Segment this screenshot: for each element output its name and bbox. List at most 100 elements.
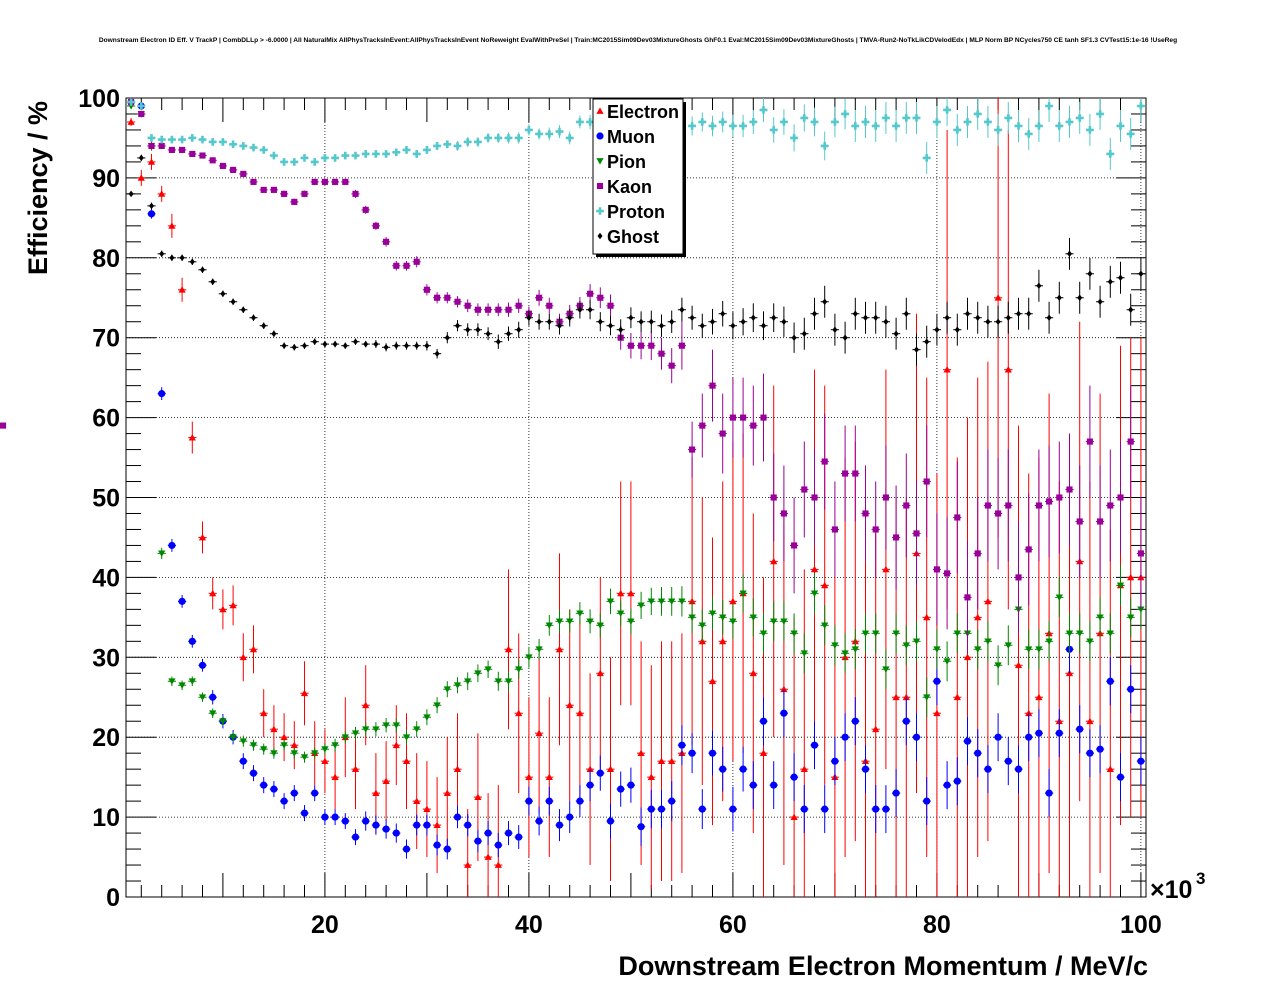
series-proton-point — [484, 133, 493, 143]
series-pion-marker — [1055, 594, 1063, 601]
series-proton — [127, 98, 1145, 174]
series-pion-marker — [239, 738, 247, 745]
series-kaon-point — [535, 289, 544, 306]
series-muon-point — [473, 829, 482, 853]
series-ghost-marker — [1066, 250, 1073, 258]
series-electron-marker — [770, 557, 778, 565]
series-ghost-marker — [944, 314, 950, 321]
y-tick-label: 60 — [92, 405, 120, 433]
series-proton-marker — [382, 150, 390, 158]
series-ghost-marker — [567, 314, 573, 321]
series-electron-marker — [433, 821, 441, 828]
series-ghost-marker — [771, 314, 777, 321]
series-muon-point — [463, 813, 472, 837]
series-ghost-marker — [720, 310, 726, 317]
series-electron-point — [647, 665, 656, 890]
series-electron-marker — [708, 677, 717, 685]
series-proton-marker — [290, 158, 299, 166]
series-kaon-marker — [342, 178, 349, 185]
series-pion-point — [535, 638, 544, 660]
series-ghost-point — [820, 285, 829, 318]
series-pion-point — [218, 716, 227, 727]
series-electron-marker — [1014, 661, 1023, 669]
series-ghost-marker — [607, 322, 614, 329]
y-tick-label: 20 — [92, 724, 120, 752]
series-pion-marker — [841, 650, 849, 657]
series-muon-marker — [963, 737, 972, 745]
y-tick-label: 70 — [92, 325, 120, 353]
series-proton-marker — [331, 154, 339, 162]
series-proton-marker — [1106, 150, 1115, 158]
series-pion-marker — [821, 622, 829, 629]
series-ghost-point — [1106, 265, 1115, 298]
series-pion-marker — [688, 614, 696, 621]
series-kaon-point — [514, 298, 523, 313]
series-kaon-marker — [791, 542, 798, 549]
series-proton-marker — [780, 118, 788, 126]
series-kaon-marker — [1127, 438, 1134, 445]
series-ghost-marker — [281, 342, 287, 349]
series-muon-marker — [321, 813, 329, 821]
y-tick-label: 50 — [92, 485, 120, 513]
series-ghost-point — [167, 254, 176, 262]
series-pion-point — [586, 609, 595, 634]
series-kaon-point — [1014, 521, 1023, 634]
series-electron-marker — [147, 158, 156, 165]
series-ghost-point — [596, 312, 605, 332]
series-proton-marker — [453, 142, 462, 150]
series-pion-point — [657, 586, 666, 616]
series-ghost-marker — [444, 334, 450, 341]
series-ghost-point — [779, 306, 788, 337]
series-electron-marker — [209, 589, 217, 597]
series-electron-marker — [749, 669, 757, 677]
series-pion-point — [361, 722, 370, 736]
series-electron-point — [881, 369, 890, 770]
series-ghost-point — [463, 323, 472, 337]
series-muon-point — [392, 823, 401, 843]
series-ghost-marker — [975, 314, 981, 321]
series-kaon-point — [1055, 441, 1064, 554]
series-electron-marker — [892, 693, 900, 701]
series-kaon-point — [443, 292, 452, 304]
series-electron-marker — [525, 773, 533, 781]
series-proton-marker — [198, 135, 207, 144]
series-pion-point — [851, 629, 860, 670]
series-ghost-marker — [1087, 270, 1093, 278]
series-muon-marker — [586, 781, 594, 789]
series-pion-point — [698, 609, 707, 642]
series-ghost-marker — [791, 334, 797, 341]
series-proton-point — [1116, 109, 1125, 142]
series-pion-point — [922, 677, 931, 718]
series-muon-marker — [861, 765, 870, 773]
series-muon-marker — [525, 797, 533, 805]
x-axis-label: Downstream Electron Momentum / MeV/c — [618, 951, 1148, 981]
series-electron-point — [208, 577, 217, 610]
legend-entry-electron-label: Electron — [607, 102, 679, 122]
series-ghost-marker — [648, 318, 654, 325]
series-proton-point — [320, 154, 329, 162]
series-ghost-marker — [342, 342, 348, 349]
series-ghost-point — [412, 341, 421, 350]
series-electron-marker — [443, 789, 451, 797]
series-proton-point — [351, 151, 360, 160]
series-proton-point — [922, 141, 931, 174]
series-muon-point — [871, 785, 880, 834]
series-proton-marker — [963, 118, 972, 126]
series-electron-marker — [453, 765, 462, 773]
series-ghost-point — [1126, 293, 1135, 326]
series-pion-marker — [300, 754, 309, 761]
series-muon-marker — [280, 797, 288, 805]
series-proton-point — [412, 149, 421, 158]
series-proton-marker — [178, 135, 186, 144]
series-proton-point — [535, 128, 544, 140]
series-kaon-point — [626, 332, 635, 359]
series-ghost-point — [616, 319, 625, 341]
series-electron-point — [259, 689, 268, 738]
series-muon-marker — [270, 785, 278, 793]
series-ghost-marker — [312, 338, 318, 345]
series-ghost-marker — [740, 318, 746, 325]
series-kaon-marker — [1066, 486, 1073, 493]
series-ghost-marker — [669, 318, 675, 325]
series-muon-point — [749, 761, 758, 810]
series-pion-marker — [270, 750, 278, 757]
